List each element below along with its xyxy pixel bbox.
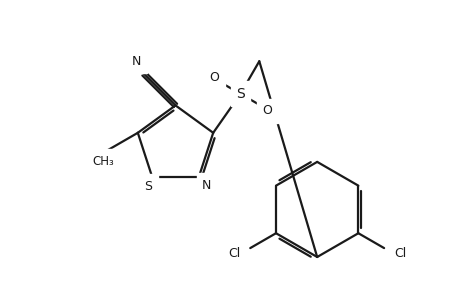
Text: O: O <box>262 104 272 117</box>
Text: N: N <box>202 178 211 191</box>
Text: S: S <box>235 87 244 101</box>
Text: S: S <box>144 179 152 193</box>
Text: Cl: Cl <box>228 247 240 260</box>
Text: CH₃: CH₃ <box>92 155 114 168</box>
Text: Cl: Cl <box>393 247 405 260</box>
Text: O: O <box>209 71 219 85</box>
Text: N: N <box>131 55 141 68</box>
